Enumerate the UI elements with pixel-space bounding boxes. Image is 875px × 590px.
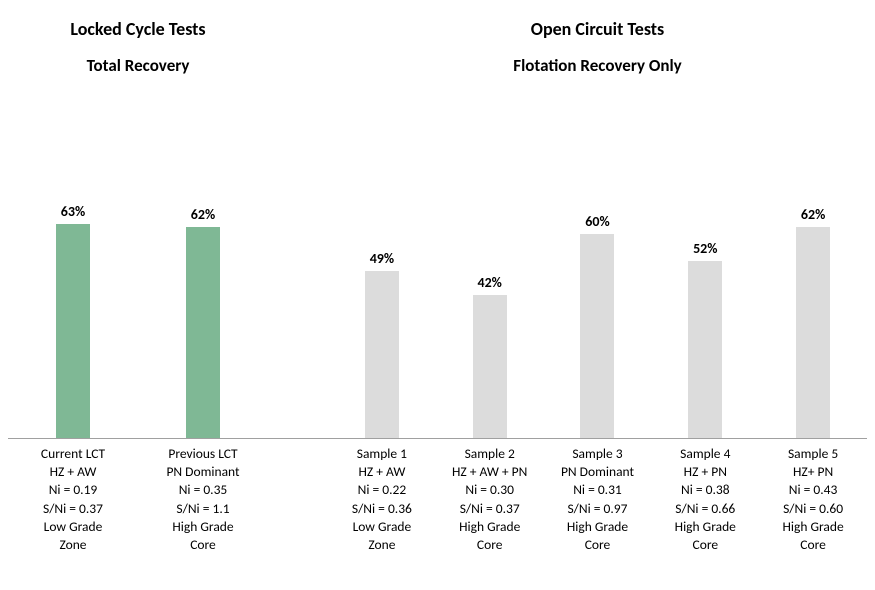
bar — [473, 295, 507, 438]
bar-col: 49% — [328, 98, 436, 438]
plot-right: 49% 42% 60% 52% 62% — [328, 98, 867, 438]
bar — [580, 234, 614, 438]
bar — [56, 224, 90, 438]
group-title-2: Flotation Recovery Only — [328, 53, 867, 79]
x-axis-line — [328, 438, 867, 439]
x-axis-line — [8, 438, 268, 439]
x-label: Sample 2 HZ + AW + PN Ni = 0.30 S/Ni = 0… — [436, 445, 544, 554]
bar-col: 63% — [8, 98, 138, 438]
x-label: Sample 1 HZ + AW Ni = 0.22 S/Ni = 0.36 L… — [328, 445, 436, 554]
group-title-right: Open Circuit Tests Flotation Recovery On… — [328, 10, 867, 98]
bar — [796, 227, 830, 438]
x-label: Current LCT HZ + AW Ni = 0.19 S/Ni = 0.3… — [8, 445, 138, 554]
x-labels-right: Sample 1 HZ + AW Ni = 0.22 S/Ni = 0.36 L… — [328, 445, 867, 554]
bar-col: 42% — [436, 98, 544, 438]
bar-col: 60% — [544, 98, 652, 438]
bar-value-label: 49% — [370, 250, 394, 267]
bar-value-label: 42% — [477, 274, 501, 291]
bar — [365, 271, 399, 438]
group-open-circuit: Open Circuit Tests Flotation Recovery On… — [328, 10, 867, 590]
plot-left: 63% 62% — [8, 98, 268, 438]
recovery-bar-chart: Locked Cycle Tests Total Recovery 63% 62… — [0, 0, 875, 590]
bar-value-label: 62% — [191, 206, 215, 223]
x-labels-left: Current LCT HZ + AW Ni = 0.19 S/Ni = 0.3… — [8, 445, 268, 554]
group-title-2: Total Recovery — [8, 53, 268, 79]
x-label: Sample 3 PN Dominant Ni = 0.31 S/Ni = 0.… — [544, 445, 652, 554]
x-label: Previous LCT PN Dominant Ni = 0.35 S/Ni … — [138, 445, 268, 554]
bar-col: 52% — [651, 98, 759, 438]
x-label: Sample 4 HZ + PN Ni = 0.38 S/Ni = 0.66 H… — [651, 445, 759, 554]
group-locked-cycle: Locked Cycle Tests Total Recovery 63% 62… — [8, 10, 268, 590]
bar-col: 62% — [759, 98, 867, 438]
bar — [186, 227, 220, 438]
bar-value-label: 52% — [693, 240, 717, 257]
bar-value-label: 62% — [801, 206, 825, 223]
x-label: Sample 5 HZ+ PN Ni = 0.43 S/Ni = 0.60 Hi… — [759, 445, 867, 554]
bar-value-label: 63% — [61, 203, 85, 220]
bar — [688, 261, 722, 438]
group-title-1: Open Circuit Tests — [328, 16, 867, 43]
bar-value-label: 60% — [585, 213, 609, 230]
bar-col: 62% — [138, 98, 268, 438]
group-gap — [268, 10, 328, 590]
group-title-1: Locked Cycle Tests — [8, 16, 268, 43]
group-title-left: Locked Cycle Tests Total Recovery — [8, 10, 268, 98]
